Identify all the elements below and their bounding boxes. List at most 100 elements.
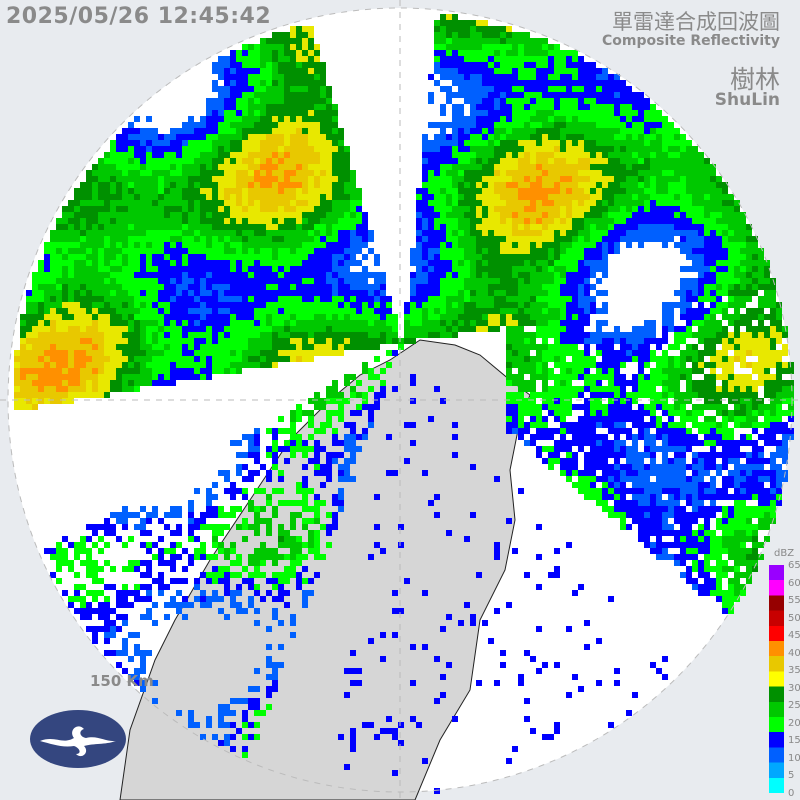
echo-cell [464, 134, 470, 140]
echo-cell [560, 116, 566, 122]
echo-cell [32, 356, 38, 362]
echo-cell [416, 188, 422, 194]
echo-cell [308, 86, 314, 92]
echo-cell [674, 164, 680, 170]
echo-cell [746, 314, 752, 320]
echo-cell [314, 80, 320, 86]
echo-cell [332, 242, 338, 248]
echo-cell [482, 86, 488, 92]
echo-cell [182, 344, 188, 350]
echo-cell [464, 32, 470, 38]
echo-cell [140, 134, 146, 140]
echo-cell [500, 134, 506, 140]
echo-cell [116, 224, 122, 230]
echo-cell [620, 188, 626, 194]
echo-cell [632, 152, 638, 158]
echo-cell [248, 338, 254, 344]
echo-cell [602, 80, 608, 86]
echo-cell [206, 158, 212, 164]
echo-cell [206, 188, 212, 194]
echo-cell [320, 158, 326, 164]
echo-cell [728, 332, 734, 338]
echo-cell [488, 296, 494, 302]
echo-cell [302, 308, 308, 314]
echo-cell [110, 254, 116, 260]
echo-cell [512, 254, 518, 260]
echo-cell [536, 152, 542, 158]
echo-cell [422, 242, 428, 248]
echo-cell [422, 176, 428, 182]
echo-cell [566, 98, 572, 104]
echo-cell [218, 278, 224, 284]
echo-cell [440, 206, 446, 212]
echo-cell [326, 122, 332, 128]
echo-cell [266, 182, 272, 188]
echo-cell [722, 182, 728, 188]
echo-cell [566, 164, 572, 170]
echo-cell [566, 236, 572, 242]
echo-cell [512, 164, 518, 170]
echo-cell [590, 296, 596, 302]
echo-cell [560, 152, 566, 158]
echo-cell [122, 350, 128, 356]
echo-cell [536, 38, 542, 44]
echo-cell [644, 122, 650, 128]
echo-cell [584, 224, 590, 230]
echo-cell [434, 68, 440, 74]
echo-cell [284, 68, 290, 74]
echo-cell [608, 350, 614, 356]
echo-cell [362, 290, 368, 296]
echo-cell [344, 236, 350, 242]
echo-cell [500, 56, 506, 62]
echo-cell [50, 302, 56, 308]
echo-cell [404, 314, 410, 320]
echo-cell [452, 164, 458, 170]
echo-cell [668, 170, 674, 176]
echo-cell [74, 296, 80, 302]
echo-cell [20, 368, 26, 374]
echo-cell [104, 176, 110, 182]
echo-cell [62, 380, 68, 386]
echo-cell [470, 278, 476, 284]
echo-cell [500, 170, 506, 176]
echo-cell [530, 44, 536, 50]
echo-cell [284, 224, 290, 230]
echo-cell [278, 200, 284, 206]
echo-cell [266, 224, 272, 230]
echo-cell [560, 242, 566, 248]
echo-cell [590, 362, 596, 368]
echo-cell [512, 260, 518, 266]
echo-cell [662, 140, 668, 146]
echo-cell [176, 212, 182, 218]
echo-cell [92, 236, 98, 242]
echo-cell [476, 254, 482, 260]
echo-cell [656, 158, 662, 164]
echo-cell [494, 176, 500, 182]
echo-cell [674, 242, 680, 248]
echo-cell [572, 344, 578, 350]
echo-cell [218, 158, 224, 164]
echo-cell [584, 344, 590, 350]
echo-cell [320, 92, 326, 98]
echo-cell [650, 236, 656, 242]
echo-cell [152, 140, 158, 146]
echo-cell [584, 212, 590, 218]
echo-cell [398, 344, 404, 350]
echo-cell [296, 338, 302, 344]
echo-cell [314, 338, 320, 344]
echo-cell [518, 158, 524, 164]
echo-cell [254, 116, 260, 122]
echo-cell [170, 176, 176, 182]
echo-cell [230, 326, 236, 332]
echo-cell [200, 320, 206, 326]
echo-cell [506, 158, 512, 164]
echo-cell [314, 260, 320, 266]
echo-cell [614, 218, 620, 224]
echo-cell [722, 326, 728, 332]
echo-cell [332, 278, 338, 284]
echo-cell [122, 134, 128, 140]
echo-cell [212, 206, 218, 212]
echo-cell [542, 326, 548, 332]
echo-cell [236, 122, 242, 128]
echo-cell [200, 152, 206, 158]
